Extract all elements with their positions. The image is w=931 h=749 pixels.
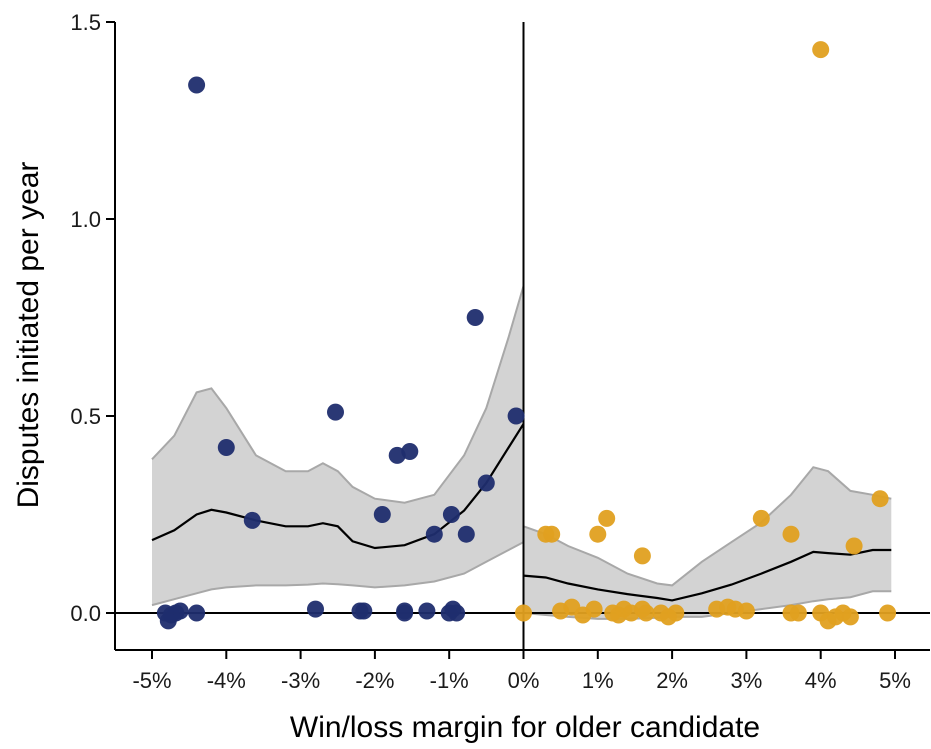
point-win [667,604,685,622]
point-loss [507,407,525,425]
y-axis-ticks: 0.0 0.5 1.0 1.5 [70,10,115,626]
point-win [841,608,859,626]
point-win [543,525,561,543]
point-loss [457,525,475,543]
y-tick-label: 0.5 [70,404,101,429]
point-win [871,490,889,508]
x-tick-label: 4% [805,668,837,693]
point-win [752,509,770,527]
point-loss [401,443,419,460]
point-win [598,509,616,527]
point-win [812,41,830,59]
point-win [585,600,603,618]
point-loss [425,525,443,543]
x-tick-label: -2% [355,668,394,693]
x-tick-label: 3% [731,668,763,693]
point-win [589,525,607,543]
point-loss [396,602,414,620]
x-tick-label: -1% [430,668,469,693]
point-loss [188,604,206,622]
point-loss [442,506,460,523]
point-win [789,604,807,622]
point-loss [355,602,373,620]
confidence-band-left [152,286,524,606]
x-tick-label: -4% [207,668,246,693]
point-loss [418,602,436,620]
point-loss [156,604,174,622]
point-win [633,547,651,565]
point-loss [327,403,344,421]
x-tick-label: 2% [656,668,688,693]
band-lower-edge-left [151,541,524,607]
x-tick-label: 0% [508,668,540,693]
confidence-band-right [523,467,892,619]
fit-line-left [151,423,525,550]
point-loss [466,309,484,326]
point-win [879,604,897,622]
x-tick-label: -5% [132,668,171,693]
point-loss [373,506,391,523]
point-win [737,602,755,620]
point-loss [188,76,206,94]
point-win [782,525,800,543]
band-upper-edge-left [151,285,525,504]
x-tick-label: 1% [582,668,614,693]
band-upper-edge-right [523,466,892,587]
x-axis-title: Win/loss margin for older candidate [290,711,760,744]
confidence-bands [151,285,892,620]
point-loss [243,511,261,529]
point-loss [477,474,495,492]
y-tick-label: 1.5 [70,10,101,35]
data-points [156,41,897,630]
x-tick-label: 5% [879,668,911,693]
y-tick-label: 0.0 [70,601,101,626]
point-win [637,604,655,622]
x-axis-ticks: -5% -4% -3% -2% -1% 0% 1% 2% 3% 4% 5% [132,650,911,693]
point-loss [307,600,324,618]
point-win [845,537,863,555]
y-axis-title: Disputes initiated per year [12,162,45,509]
y-tick-label: 1.0 [70,207,101,232]
point-win [515,604,532,622]
x-tick-label: -3% [281,668,320,693]
point-loss [448,604,466,622]
fit-line-right [523,548,892,602]
fit-lines [151,423,892,602]
point-loss [217,439,235,456]
